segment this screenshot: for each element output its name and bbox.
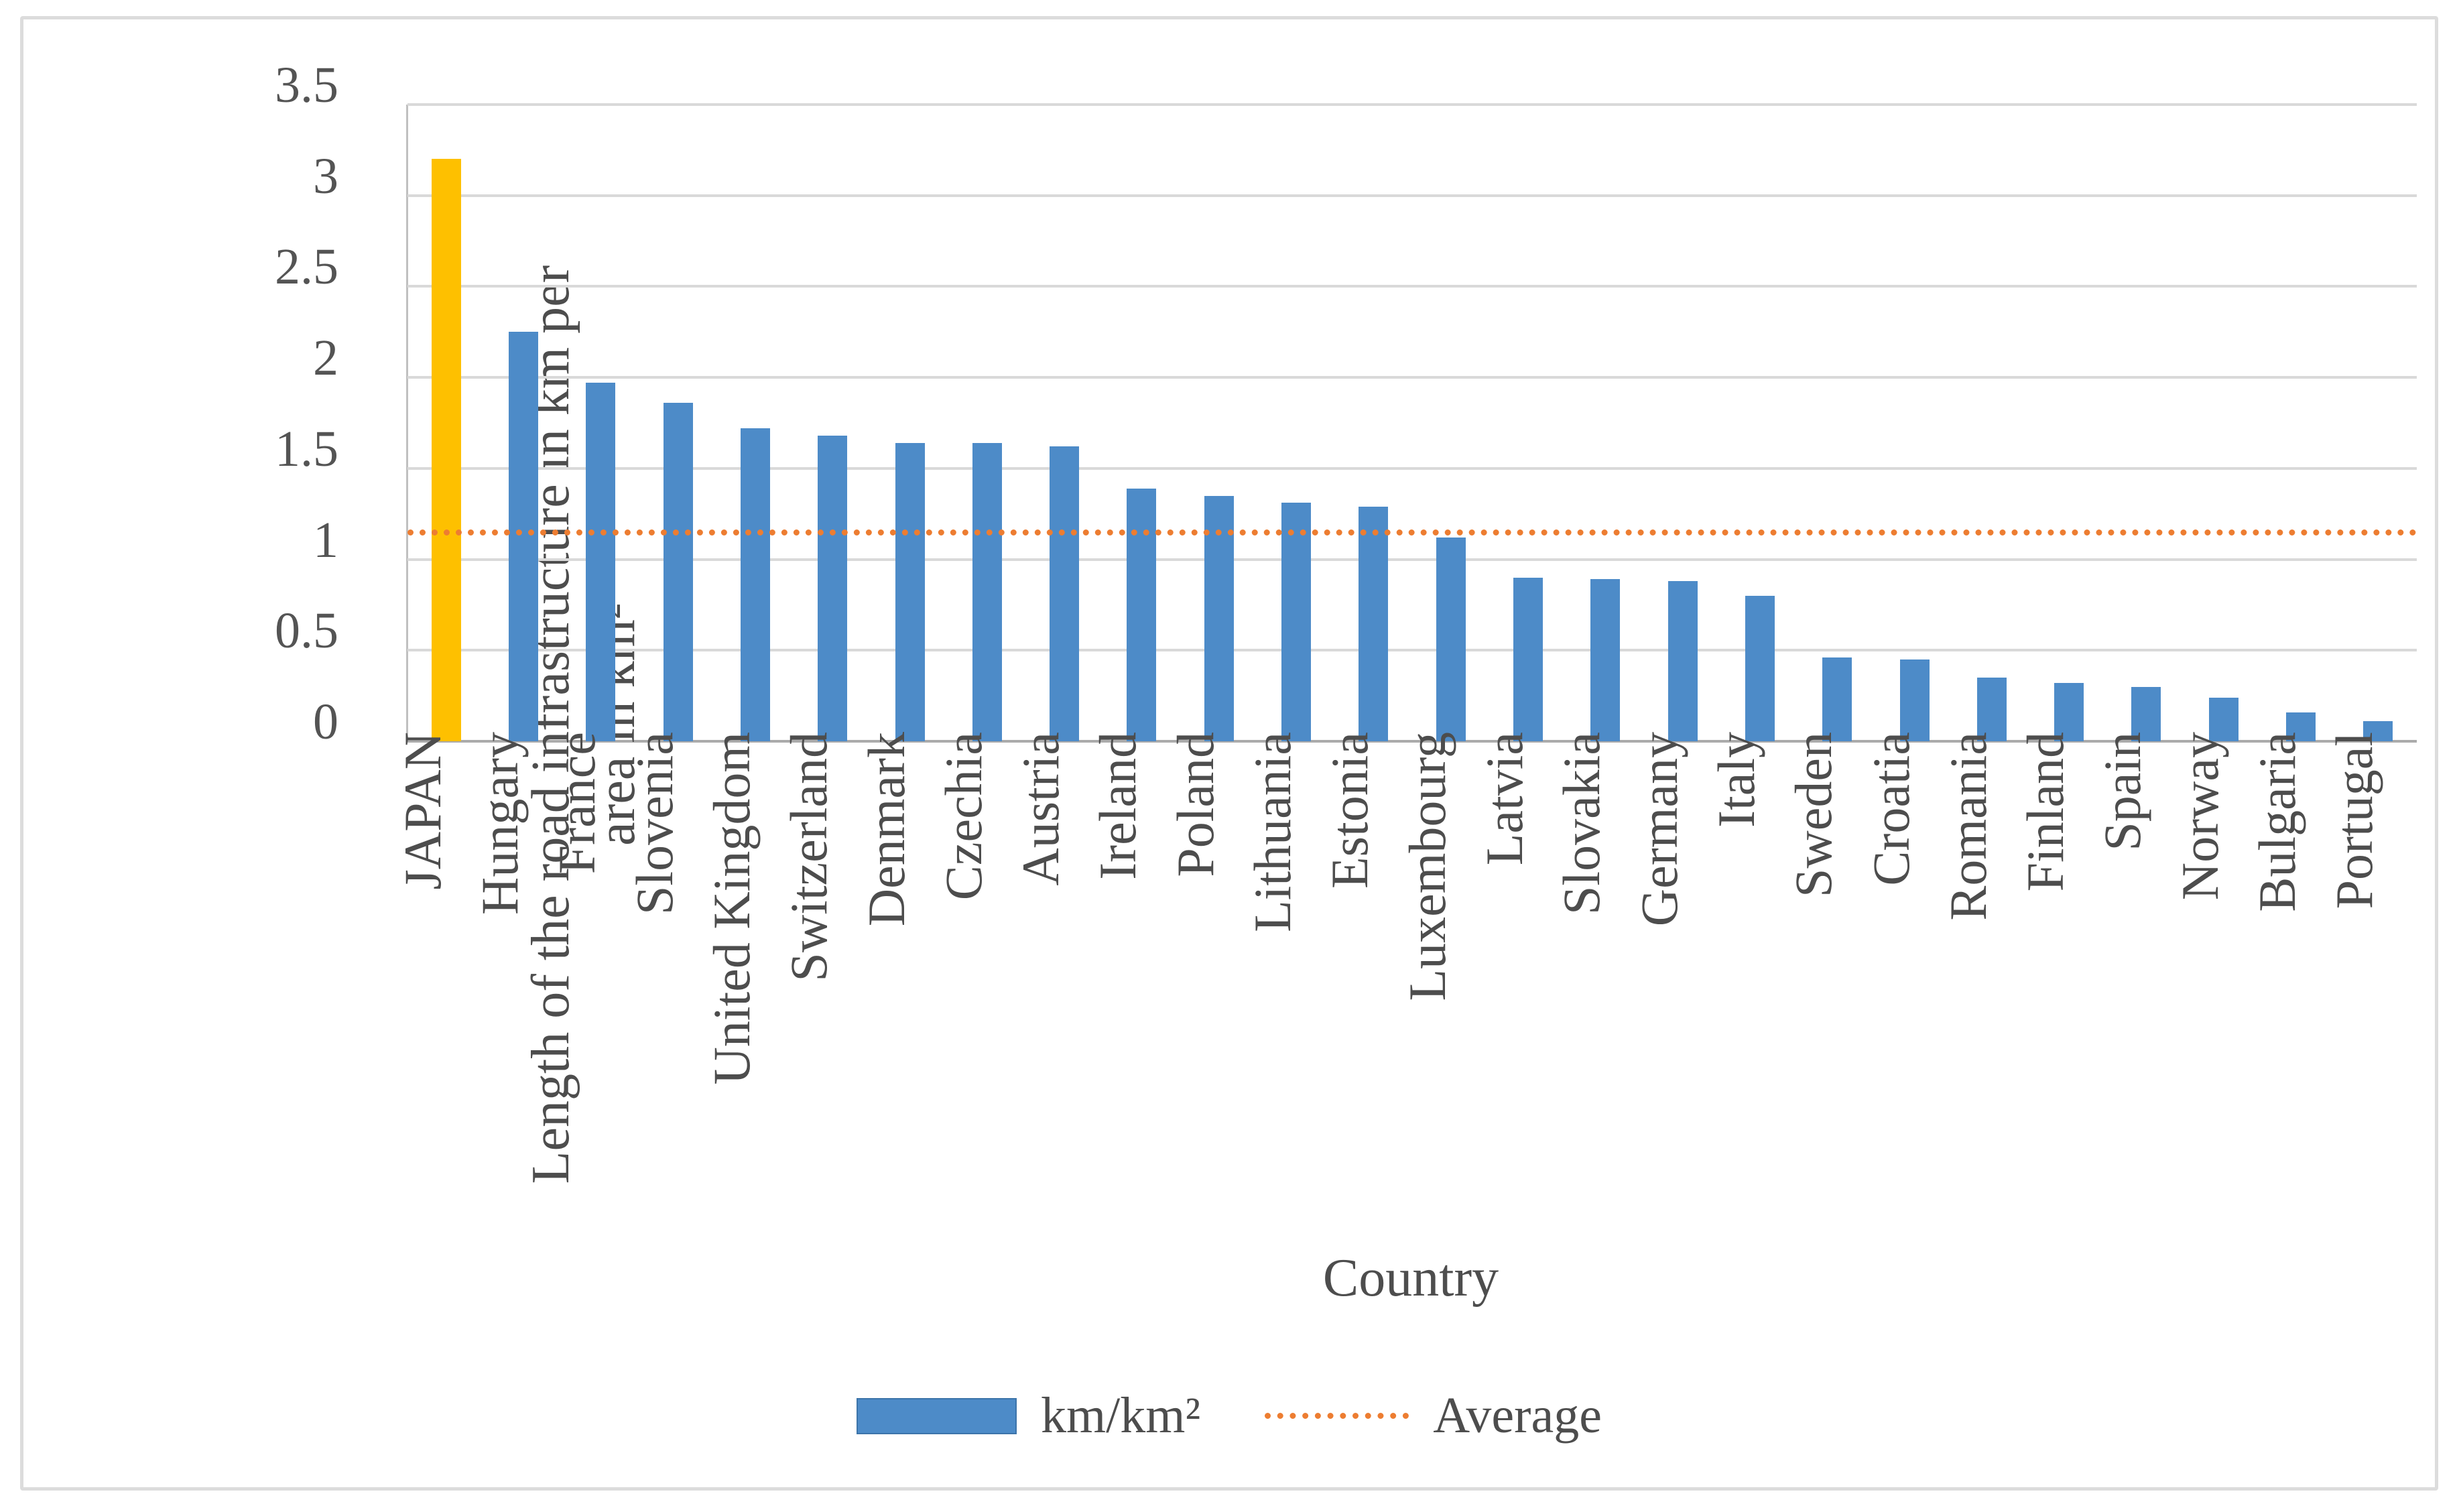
gridline-1 (407, 558, 2417, 561)
bar-luxembourg (1436, 538, 1466, 741)
x-label-latvia: Latvia (1474, 732, 1533, 866)
bar-norway (2208, 697, 2239, 741)
bar-bulgaria (2286, 712, 2316, 741)
bar-germany (1667, 581, 1698, 741)
bar-switzerland (818, 436, 848, 741)
bar-austria (1050, 446, 1080, 741)
x-label-united-kingdom: United Kingdom (702, 732, 761, 1085)
bar-poland (1204, 495, 1234, 741)
legend-average-label: Average (1433, 1387, 1602, 1444)
x-label-romania: Romania (1938, 732, 1997, 921)
x-label-austria: Austria (1011, 732, 1070, 886)
x-label-luxembourg: Luxembourg (1397, 732, 1456, 1001)
x-label-japan: JAPAN (393, 732, 452, 890)
y-tick-2.5: 2.5 (275, 239, 338, 296)
gridline-3 (407, 194, 2417, 197)
x-label-czechia: Czechia (934, 732, 993, 901)
x-label-norway: Norway (2170, 732, 2229, 901)
x-label-finland: Finland (2016, 732, 2075, 892)
x-label-bulgaria: Bulgaria (2248, 732, 2307, 912)
y-tick-2: 2 (313, 330, 338, 387)
bar-ireland (1127, 488, 1157, 741)
x-label-switzerland: Switzerland (779, 732, 838, 982)
chart-frame: Length of the road infrastructure in km … (20, 16, 2438, 1491)
legend-dotted-line-swatch-icon (1265, 1413, 1409, 1419)
gridline-2 (407, 376, 2417, 379)
gridline-1.5 (407, 466, 2417, 470)
gridline-3.5 (407, 103, 2417, 106)
x-label-ireland: Ireland (1088, 732, 1147, 880)
average-line (407, 529, 2417, 536)
legend: km/km² Average (23, 1387, 2435, 1445)
bar-slovenia (663, 403, 693, 741)
x-label-croatia: Croatia (1861, 732, 1920, 886)
y-axis-line (406, 105, 408, 741)
x-label-portugal: Portugal (2325, 732, 2384, 909)
x-label-denmark: Denmark (857, 732, 916, 927)
bar-latvia (1513, 577, 1543, 741)
x-axis-line (407, 740, 2417, 743)
bar-spain (2131, 686, 2161, 741)
x-label-hungary: Hungary (470, 732, 529, 915)
y-tick-0.5: 0.5 (275, 603, 338, 659)
bar-denmark (895, 442, 925, 741)
bar-estonia (1359, 506, 1389, 741)
y-tick-3: 3 (313, 147, 338, 204)
y-tick-1: 1 (313, 511, 338, 568)
bar-croatia (1899, 659, 1930, 741)
gridline-0.5 (407, 649, 2417, 652)
bar-lithuania (1281, 503, 1312, 741)
x-axis-title: Country (1322, 1249, 1499, 1308)
x-label-france: France (548, 732, 607, 875)
bar-italy (1745, 595, 1775, 741)
x-label-spain: Spain (2093, 732, 2152, 851)
bar-united-kingdom (740, 428, 770, 741)
bar-sweden (1822, 657, 1852, 741)
x-label-italy: Italy (1706, 732, 1765, 828)
bar-finland (2054, 683, 2084, 741)
y-tick-1.5: 1.5 (275, 420, 338, 477)
bar-france (586, 383, 616, 741)
x-label-slovakia: Slovakia (1552, 732, 1611, 915)
x-label-estonia: Estonia (1320, 732, 1379, 889)
legend-bar-swatch-icon (857, 1397, 1017, 1434)
y-tick-3.5: 3.5 (275, 57, 338, 113)
legend-series-label: km/km² (1041, 1387, 1201, 1444)
bar-romania (1976, 678, 2007, 741)
bar-portugal (2363, 721, 2393, 741)
gridline-2.5 (407, 285, 2417, 288)
y-tick-0: 0 (313, 694, 338, 750)
bar-slovakia (1590, 579, 1621, 741)
x-label-poland: Poland (1165, 732, 1224, 877)
plot-area: Length of the road infrastructure in km … (406, 103, 2417, 1184)
x-label-lithuania: Lithuania (1243, 732, 1302, 932)
x-label-germany: Germany (1629, 732, 1688, 927)
x-label-sweden: Sweden (1784, 732, 1843, 897)
bar-japan (431, 159, 461, 741)
x-label-slovenia: Slovenia (625, 732, 684, 915)
bar-czechia (972, 442, 1002, 741)
bar-hungary (508, 332, 538, 741)
